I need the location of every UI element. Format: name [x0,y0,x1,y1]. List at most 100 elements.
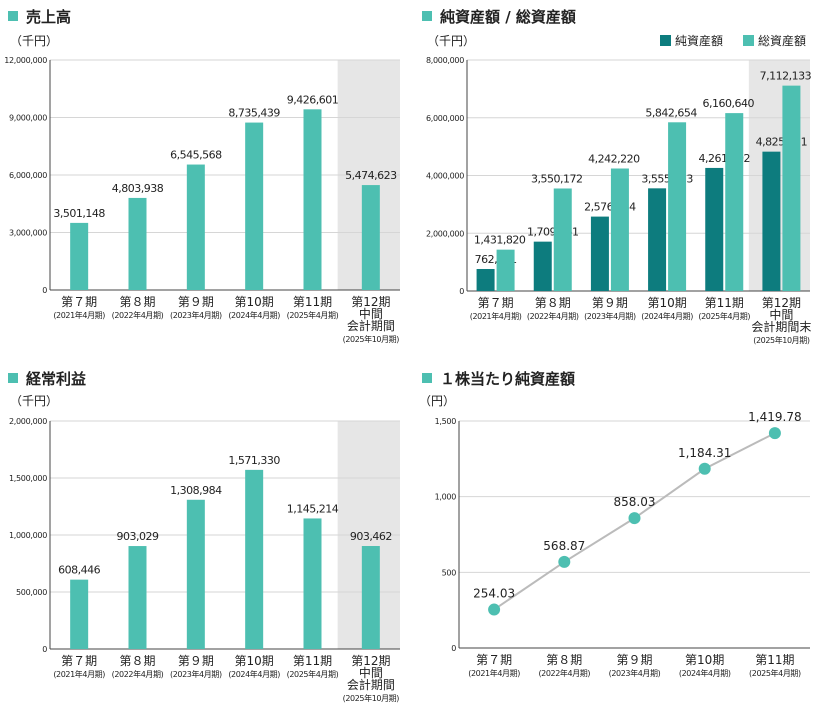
data-label: 5,474,623 [345,169,397,182]
data-label: 1,184.31 [678,446,731,460]
x-tick-period-label: (2021年4月期) [53,310,105,320]
x-tick-label: 第９期 [178,295,214,309]
legend-swatch [660,35,671,46]
data-label: 6,545,568 [170,149,222,162]
bar [725,113,744,292]
bar [128,197,147,290]
x-tick-label: 会計期間 [347,677,395,692]
data-label: 1,145,214 [287,502,339,515]
y-tick-label: 1,000,000 [9,531,47,540]
data-label: 3,550,172 [531,172,582,185]
sales-chart-title: 売上高 [8,6,71,27]
assets-chart-title: 純資産額 / 総資産額 [422,6,576,27]
x-tick-period-label: (2022年4月期) [527,311,579,321]
x-tick-period-label: (2021年4月期) [53,669,105,679]
bar [128,546,147,649]
bps-chart-title: １株当たり純資産額 [422,368,575,389]
y-tick-label: 0 [459,287,464,296]
x-tick-label: 中間 [769,307,793,322]
x-tick-label: 第８期 [535,296,571,310]
y-tick-label: 2,000,000 [9,417,47,426]
data-point [488,603,501,616]
x-tick-label: 第11期 [293,654,332,668]
data-label: 254.03 [473,587,515,601]
x-tick-label: 第９期 [178,654,214,668]
bar [762,151,781,291]
x-tick-period-label: (2022年4月期) [112,669,164,679]
y-tick-label: 12,000,000 [4,56,47,65]
y-unit-label: （円） [419,394,455,408]
x-tick-label: 会計期間末 [751,319,811,334]
x-tick-period-label: (2022年4月期) [112,310,164,320]
x-tick-period-label: (2025年4月期) [287,310,339,320]
data-point [628,512,641,525]
data-label: 858.03 [614,495,656,509]
y-tick-label: 6,000,000 [426,114,464,123]
x-tick-period-label: (2021年4月期) [470,311,522,321]
data-point [768,427,781,440]
bar [70,222,89,290]
data-label: 1,431,820 [474,234,526,247]
y-tick-label: 1,000 [435,493,457,502]
x-tick-label: 第11期 [755,653,794,667]
assets-chart: （千円） 0 2,000,000 4,000,000 6,000,000 8,000,00… [426,33,812,345]
bar [303,518,322,649]
x-tick-label: 第８期 [546,653,582,667]
y-unit-label: （千円） [427,34,475,48]
bar [186,164,205,290]
x-tick-label: 第12期 [762,296,801,310]
x-tick-label: 第９期 [616,653,652,667]
x-tick-period-label: (2025年10月期) [343,334,400,344]
x-tick-period-label: (2025年4月期) [749,668,801,678]
x-tick-period-label: (2024年4月期) [228,669,280,679]
bps-chart-panel: １株当たり純資産額 （円） 0 500 1,000 1,500 254.03 568.87 8… [410,360,820,719]
bar [610,168,629,291]
x-tick-label: 第10期 [685,653,724,667]
x-tick-period-label: (2025年10月期) [753,335,810,345]
x-tick-period-label: (2023年4月期) [170,669,222,679]
title-square-icon [422,373,432,383]
x-tick-period-label: (2023年4月期) [584,311,636,321]
y-tick-label: 6,000,000 [9,171,47,180]
assets-chart-panel: 純資産額 / 総資産額 （千円） 0 2,000,000 4,000,000 6,000… [410,0,820,360]
x-tick-period-label: (2021年4月期) [468,668,520,678]
x-tick-label: 第11期 [705,296,744,310]
bar [303,109,322,290]
x-tick-label: 中間 [359,306,383,321]
bar [668,122,687,291]
data-label: 7,112,133 [760,70,812,83]
y-tick-label: 0 [451,644,456,653]
bar [245,122,264,290]
legend-label: 純資産額 [675,33,723,48]
y-tick-label: 500,000 [16,588,47,597]
bar [782,85,801,291]
title-square-icon [8,11,18,21]
legend-label: 総資産額 [758,33,806,48]
data-label: 568.87 [543,539,585,553]
sales-chart: （千円） 0 3,000,000 6,000,000 9,000,000 12,000,0… [4,34,400,344]
x-tick-label: 第７期 [478,296,514,310]
x-tick-label: 第12期 [351,654,390,668]
y-tick-label: 4,000,000 [426,172,464,181]
title-square-icon [8,373,18,383]
sales-chart-panel: 売上高 （千円） 0 3,000,000 6,000,000 9,000,000 12,0… [0,0,410,360]
bar [361,546,380,649]
x-tick-period-label: (2023年4月期) [170,310,222,320]
data-label: 608,446 [58,564,100,577]
bar [705,167,724,291]
y-tick-label: 8,000,000 [426,56,464,65]
data-label: 3,501,148 [53,207,105,220]
bar [245,469,264,649]
data-label: 903,462 [350,530,392,543]
x-tick-period-label: (2024年4月期) [679,668,731,678]
data-label: 1,419.78 [748,410,801,424]
data-label: 8,735,439 [228,107,280,120]
x-tick-label: 第８期 [119,654,155,668]
data-label: 4,803,938 [112,182,164,195]
y-unit-label: （千円） [10,394,58,408]
x-tick-period-label: (2024年4月期) [641,311,693,321]
x-tick-label: 第９期 [592,296,628,310]
x-tick-period-label: (2024年4月期) [228,310,280,320]
x-tick-period-label: (2025年4月期) [698,311,750,321]
bps-chart: （円） 0 500 1,000 1,500 254.03 568.87 858.03 1,184… [419,394,810,678]
